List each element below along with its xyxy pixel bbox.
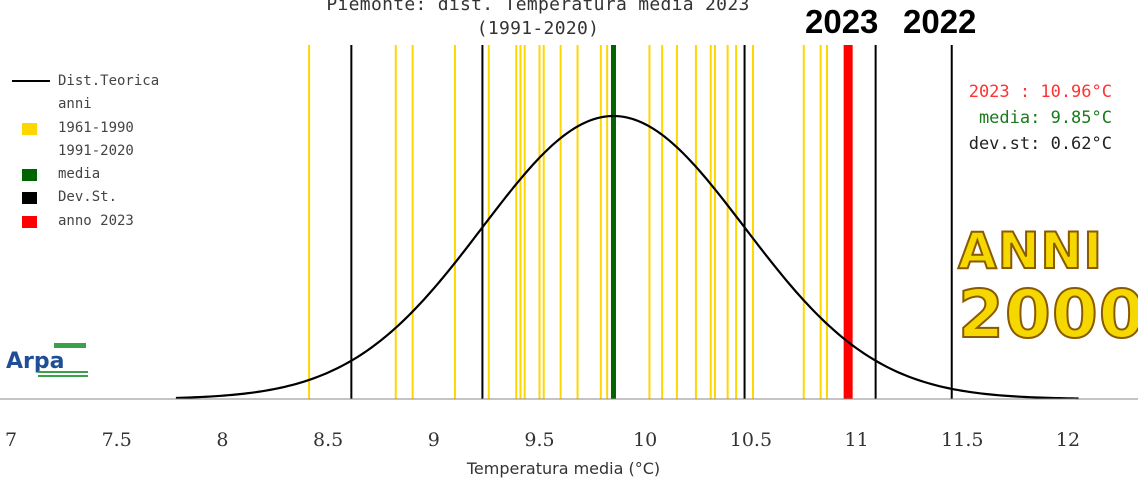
x-tick-label: 9.5	[524, 429, 554, 451]
stat-year-value: 2023 : 10.96°C	[968, 82, 1112, 102]
x-tick-label: 7	[5, 429, 17, 451]
std-dev-lines	[350, 45, 877, 399]
theoretical-curve-group	[175, 114, 1079, 400]
legend-line-swatch	[12, 80, 50, 82]
legend-swatch-black	[22, 192, 37, 205]
x-tick-label: 12	[1056, 429, 1080, 451]
legend-swatch-yellow	[22, 122, 37, 135]
x-tick-label: 11.5	[941, 429, 983, 451]
x-axis-title: Temperatura media (°C)	[466, 459, 661, 478]
stat-mean: media: 9.85°C	[978, 108, 1112, 128]
legend-swatch-red	[22, 215, 37, 228]
arpa-logo-text: Arpa	[6, 349, 64, 374]
x-tick-label: 7.5	[102, 429, 132, 451]
yearly-lines-1991-2020	[308, 45, 829, 399]
x-tick-label: 11	[845, 429, 869, 451]
x-tick-label: 9	[428, 429, 440, 451]
x-tick-labels: 7 7.5 8 8.5 9 9.5 10 10.5 11 11.5 12	[5, 429, 1080, 451]
x-tick-label: 10	[633, 429, 657, 451]
badge-2023: 2023	[805, 3, 879, 40]
overlay-2000: 2000	[957, 275, 1138, 354]
chart-title-line2: (1991-2020)	[476, 18, 600, 39]
stat-std: dev.st: 0.62°C	[968, 134, 1112, 154]
x-tick-label: 8	[216, 429, 228, 451]
legend-swatch-green	[22, 169, 37, 182]
stats-box: 2023 : 10.96°C media: 9.85°C dev.st: 0.6…	[969, 79, 1112, 157]
theoretical-distribution-curve	[175, 114, 1079, 400]
arpa-logo: Arpa	[6, 343, 88, 377]
chart-title-line1: Piemonte: dist. Temperatura media 2023	[326, 0, 750, 15]
x-tick-label: 10.5	[730, 429, 772, 451]
overlay-anni: ANNI	[957, 221, 1103, 281]
badge-2022: 2022	[903, 3, 977, 40]
x-tick-label: 8.5	[313, 429, 343, 451]
